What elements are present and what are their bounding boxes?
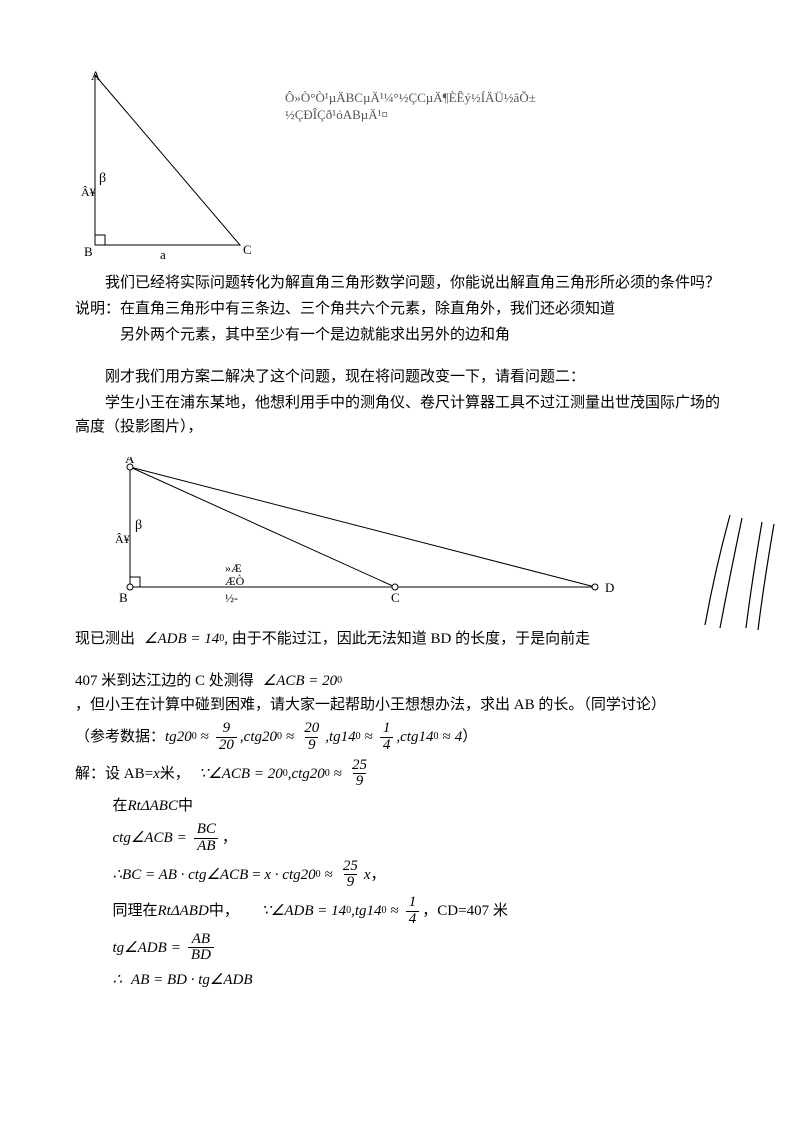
svg-text:Â¥: Â¥ — [115, 532, 130, 546]
figure-1-triangle: A B C a β Â¥ — [75, 70, 255, 265]
svg-text:C: C — [243, 242, 252, 257]
line-measured-acb: 407 米到达江边的 C 处测得 ∠ACB = 200 ，但小王在计算中碰到困难… — [75, 669, 720, 717]
paragraph-explain-2: 另外两个元素，其中至少有一个是边就能求出另外的边和角 — [120, 323, 720, 347]
svg-text:B: B — [119, 590, 128, 605]
sol-line-2: 在 RtΔABC 中 — [113, 794, 721, 818]
svg-text:ÆÒ: ÆÒ — [225, 574, 245, 588]
sol-line-3: ctg∠ACB = BCAB ， — [113, 822, 721, 855]
figure-2-wrap: A B C D β Â¥ »Æ ÆÒ ½- — [105, 457, 720, 615]
svg-text:A: A — [91, 70, 101, 83]
svg-text:»Æ: »Æ — [225, 561, 242, 575]
svg-text:β: β — [99, 171, 106, 186]
svg-text:Â¥: Â¥ — [81, 185, 96, 199]
figure-1-side-text: Ô»Ò°Ò¹µÄBCµÄ¹¼°½ÇCµÄ¶ÈÊý½ÍÄÜ½âÕ± ½ÇÐÎÇð¹… — [285, 90, 536, 124]
svg-text:A: A — [125, 457, 135, 466]
paragraph-scenario: 学生小王在浦东某地，他想利用手中的测角仪、卷尺计算器工具不过江测量出世茂国际广场… — [75, 391, 720, 439]
svg-text:B: B — [84, 244, 93, 259]
figure-2-diagram: A B C D β Â¥ »Æ ÆÒ ½- — [105, 457, 625, 607]
paragraph-transform: 我们已经将实际问题转化为解直角三角形数学问题，你能说出解直角三角形所必须的条件吗… — [75, 271, 720, 295]
line-reference-data: （参考数据： tg200 ≈ 920 , ctg200 ≈ 209 , tg14… — [75, 721, 720, 754]
line-measured-adb: 现已测出 ∠ADB = 140 , 由于不能过江，因此无法知道 BD 的长度，于… — [75, 627, 720, 651]
paragraph-explain-1: 说明：在直角三角形中有三条边、三个角共六个元素，除直角外，我们还必须知道 — [75, 297, 720, 321]
figure-1-row: A B C a β Â¥ Ô»Ò°Ò¹µÄBCµÄ¹¼°½ÇCµÄ¶ÈÊý½ÍÄ… — [75, 70, 720, 265]
svg-text:D: D — [605, 580, 614, 595]
paragraph-transition: 刚才我们用方案二解决了这个问题，现在将问题改变一下，请看问题二： — [75, 365, 720, 389]
sol-line-1: 解：设 AB=x 米， ∵ ∠ACB = 200 , ctg200 ≈ 259 — [75, 758, 720, 791]
sol-line-4: ∴ BC = AB · ctg∠ACB = x · ctg200 ≈ 259 x… — [113, 859, 721, 892]
svg-text:a: a — [160, 247, 166, 262]
sol-line-6: tg∠ADB = ABBD — [113, 932, 721, 965]
svg-text:β: β — [135, 518, 142, 533]
svg-text:C: C — [391, 590, 400, 605]
svg-text:½-: ½- — [225, 591, 238, 605]
sol-line-7: ∴ AB = BD · tg∠ADB — [113, 968, 721, 992]
river-waves-icon — [700, 510, 780, 630]
sol-line-5: 同理在 RtΔABD 中， ∵ ∠ADB = 140 , tg140 ≈ 14 … — [113, 895, 721, 928]
